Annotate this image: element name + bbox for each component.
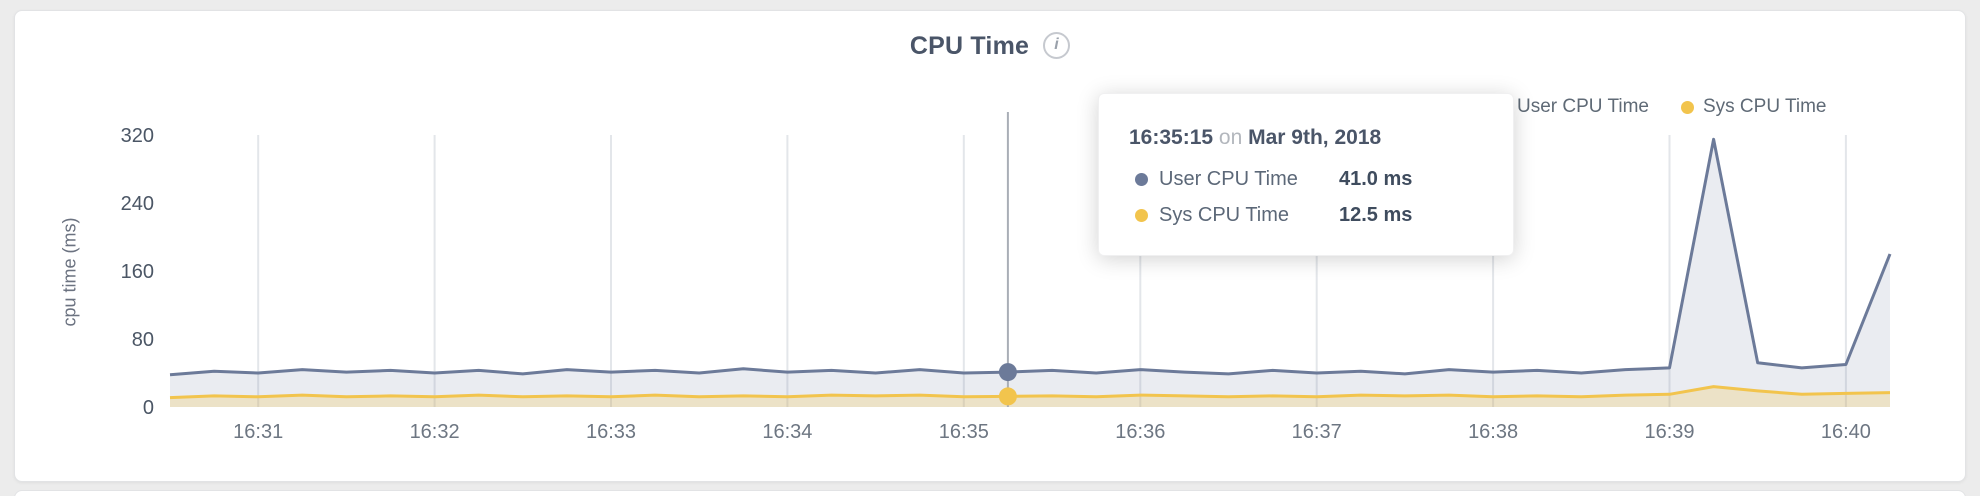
x-axis-tick: 16:34 bbox=[762, 421, 812, 443]
x-axis-tick: 16:35 bbox=[939, 421, 989, 443]
tooltip-row-user-cpu: User CPU Time 41.0 ms bbox=[1129, 168, 1483, 191]
series-area bbox=[170, 139, 1890, 408]
chart-legend: User CPU Time Sys CPU Time bbox=[1495, 96, 1827, 118]
tooltip-time: 16:35:15 bbox=[1129, 126, 1214, 149]
tooltip-label-user-cpu: User CPU Time bbox=[1159, 168, 1298, 190]
x-axis-tick: 16:36 bbox=[1115, 421, 1165, 443]
x-axis-tick: 16:40 bbox=[1821, 421, 1871, 443]
hover-point-dot bbox=[998, 387, 1017, 406]
legend-item-sys-cpu[interactable]: Sys CPU Time bbox=[1680, 96, 1827, 118]
y-axis-tick: 80 bbox=[132, 329, 154, 351]
chart-title-bar: CPU Time i bbox=[0, 31, 1980, 61]
series-line bbox=[169, 137, 1892, 377]
tooltip-connector: on bbox=[1218, 126, 1243, 149]
tooltip-dot-sys-cpu-icon bbox=[1135, 209, 1148, 222]
tooltip-value-sys-cpu: 12.5 ms bbox=[1339, 204, 1413, 226]
tooltip-row-sys-cpu: Sys CPU Time 12.5 ms bbox=[1129, 204, 1483, 227]
tooltip-label-sys-cpu: Sys CPU Time bbox=[1159, 204, 1290, 226]
x-axis-tick: 16:31 bbox=[233, 421, 283, 443]
info-icon[interactable]: i bbox=[1043, 31, 1071, 59]
y-axis-tick: 0 bbox=[143, 397, 154, 419]
x-axis-tick: 16:32 bbox=[410, 421, 460, 443]
x-axis-tick: 16:39 bbox=[1644, 421, 1694, 443]
chart-title: CPU Time bbox=[909, 32, 1030, 60]
hover-point-dot bbox=[998, 363, 1017, 382]
tooltip-header: 16:35:15 on Mar 9th, 2018 bbox=[1129, 126, 1483, 150]
chart-tooltip: 16:35:15 on Mar 9th, 2018 User CPU Time … bbox=[1098, 93, 1514, 256]
y-axis-tick: 160 bbox=[121, 261, 154, 283]
tooltip-dot-user-cpu-icon bbox=[1135, 173, 1148, 186]
x-axis-tick: 16:38 bbox=[1468, 421, 1518, 443]
legend-dot-sys-cpu-icon bbox=[1680, 100, 1694, 114]
y-axis-tick: 240 bbox=[121, 193, 154, 215]
series-line bbox=[169, 385, 1891, 400]
x-axis-tick: 16:37 bbox=[1292, 421, 1342, 443]
y-axis-title: cpu time (ms) bbox=[59, 217, 80, 327]
tooltip-value-user-cpu: 41.0 ms bbox=[1339, 168, 1413, 190]
legend-item-user-cpu[interactable]: User CPU Time bbox=[1495, 96, 1649, 118]
legend-label-sys-cpu: Sys CPU Time bbox=[1702, 96, 1827, 117]
y-axis-tick: 320 bbox=[121, 125, 154, 147]
legend-label-user-cpu: User CPU Time bbox=[1517, 96, 1649, 117]
x-axis-tick: 16:33 bbox=[586, 421, 636, 443]
cpu-time-chart-card bbox=[14, 10, 1966, 482]
tooltip-date: Mar 9th, 2018 bbox=[1248, 126, 1382, 149]
